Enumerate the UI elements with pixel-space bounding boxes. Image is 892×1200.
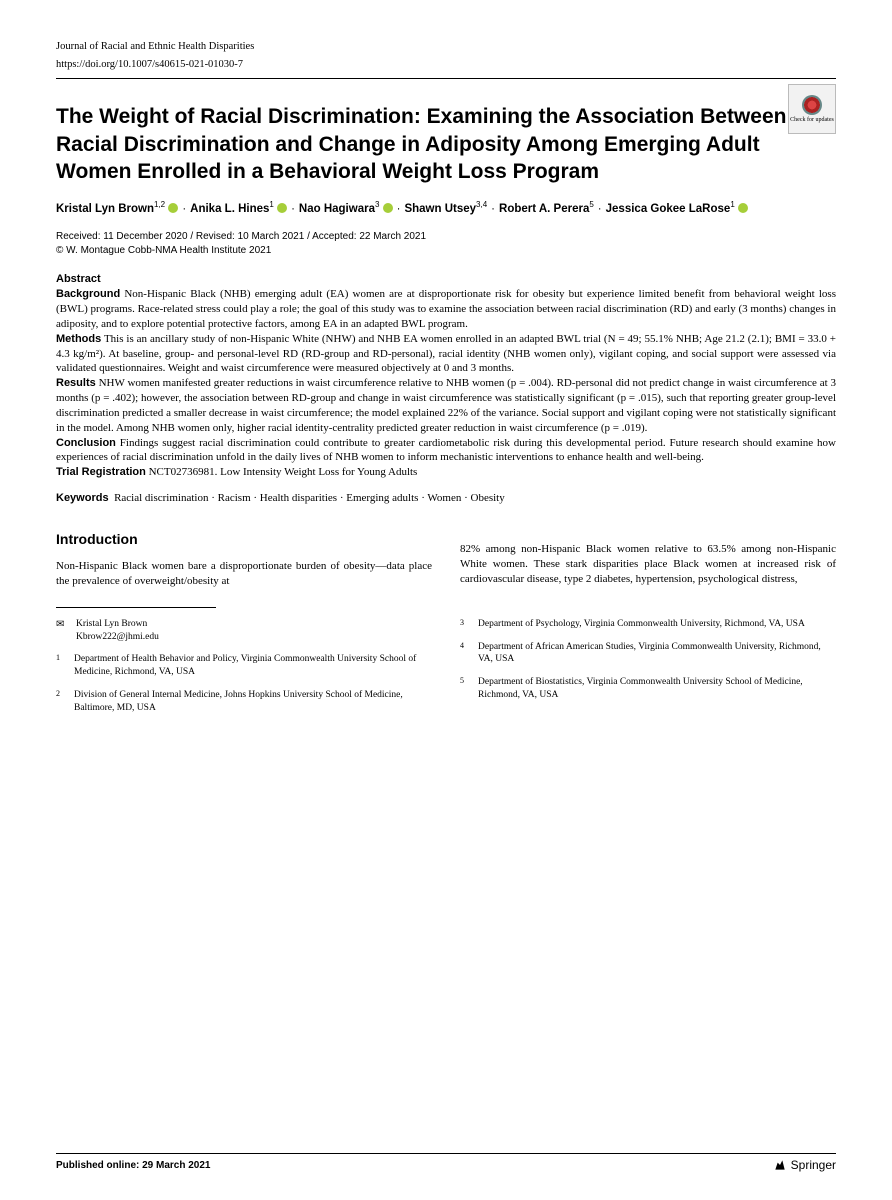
abstract-trial: Trial Registration NCT02736981. Low Inte… <box>56 465 836 480</box>
introduction-heading: Introduction <box>56 530 432 549</box>
author-separator: · <box>491 203 495 215</box>
affil-number: 3 <box>460 618 468 631</box>
author: Shawn Utsey3,4 <box>404 203 487 215</box>
author-separator: · <box>598 203 602 215</box>
abstract-background: Background Non-Hispanic Black (NHB) emer… <box>56 287 836 332</box>
affiliation-item: 3 Department of Psychology, Virginia Comm… <box>460 618 836 631</box>
intro-text-right: 82% among non-Hispanic Black women relat… <box>460 542 836 587</box>
article-dates: Received: 11 December 2020 / Revised: 10… <box>56 230 836 258</box>
author-list: Kristal Lyn Brown1,2 · Anika L. Hines1 · N… <box>56 199 836 218</box>
article-title: The Weight of Racial Discrimination: Exa… <box>56 103 836 185</box>
paper-page: Journal of Racial and Ethnic Health Disp… <box>0 0 892 1200</box>
affiliations: ✉ Kristal Lyn Brown Kbrow222@jhmi.edu 1D… <box>56 618 836 725</box>
corresp-name: Kristal Lyn Brown <box>76 618 159 631</box>
orcid-icon[interactable] <box>383 203 393 213</box>
affil-number: 4 <box>460 641 468 667</box>
orcid-icon[interactable] <box>277 203 287 213</box>
check-updates-badge[interactable]: Check for updates <box>788 84 836 134</box>
author-separator: · <box>291 203 295 215</box>
affil-text: Department of African American Studies, … <box>478 641 836 667</box>
affil-number: 1 <box>56 653 64 679</box>
copyright-line: © W. Montague Cobb-NMA Health Institute … <box>56 244 836 258</box>
footer: Published online: 29 March 2021 Springer <box>56 1153 836 1172</box>
affil-text: Department of Health Behavior and Policy… <box>74 653 432 679</box>
publisher-brand: Springer <box>773 1158 836 1172</box>
affiliation-item: 4 Department of African American Studies,… <box>460 641 836 667</box>
corresp-email[interactable]: Kbrow222@jhmi.edu <box>76 631 159 644</box>
author-separator: · <box>182 203 186 215</box>
orcid-icon[interactable] <box>738 203 748 213</box>
body-columns: Introduction Non-Hispanic Black women ba… <box>56 504 836 589</box>
author-separator: · <box>397 203 401 215</box>
affil-col-right: 3 Department of Psychology, Virginia Comm… <box>460 618 836 725</box>
author: Robert A. Perera5 <box>499 203 594 215</box>
author: Anika L. Hines1 <box>190 203 287 215</box>
abstract-conclusion: Conclusion Findings suggest racial discr… <box>56 436 836 466</box>
keywords-label: Keywords <box>56 492 109 504</box>
header-rule <box>56 78 836 79</box>
doi-link[interactable]: https://doi.org/10.1007/s40615-021-01030… <box>56 58 836 72</box>
author: Jessica Gokee LaRose1 <box>606 203 748 215</box>
corresponding-author: ✉ Kristal Lyn Brown Kbrow222@jhmi.edu <box>56 618 432 644</box>
affil-text: Department of Psychology, Virginia Commo… <box>478 618 805 631</box>
abstract: Abstract Background Non-Hispanic Black (… <box>56 272 836 480</box>
affiliation-item: 5 Department of Biostatistics, Virginia C… <box>460 676 836 702</box>
author: Nao Hagiwara3 <box>299 203 393 215</box>
crossmark-icon <box>802 95 822 115</box>
affil-number: 5 <box>460 676 468 702</box>
intro-text-left: Non-Hispanic Black women bare a dispropo… <box>56 559 432 589</box>
keywords-list: Racial discrimination · Racism · Health … <box>114 492 505 504</box>
affil-text: Department of Biostatistics, Virginia Co… <box>478 676 836 702</box>
envelope-icon: ✉ <box>56 618 66 644</box>
keywords-line: Keywords Racial discrimination · Racism … <box>56 492 836 504</box>
abstract-results: Results NHW women manifested greater red… <box>56 376 836 435</box>
journal-name: Journal of Racial and Ethnic Health Disp… <box>56 40 836 54</box>
affil-col-left: ✉ Kristal Lyn Brown Kbrow222@jhmi.edu 1D… <box>56 618 432 725</box>
affiliation-item: 2 Division of General Internal Medicine, … <box>56 689 432 715</box>
publisher-name: Springer <box>791 1158 836 1172</box>
check-updates-label: Check for updates <box>790 117 834 123</box>
affiliation-item: 1 Department of Health Behavior and Polic… <box>56 653 432 679</box>
column-left: Introduction Non-Hispanic Black women ba… <box>56 504 432 589</box>
springer-horse-icon <box>773 1158 787 1172</box>
published-date: Published online: 29 March 2021 <box>56 1160 211 1171</box>
dates-received: Received: 11 December 2020 / Revised: 10… <box>56 230 836 244</box>
abstract-heading: Abstract <box>56 272 836 287</box>
orcid-icon[interactable] <box>168 203 178 213</box>
abstract-methods: Methods This is an ancillary study of no… <box>56 332 836 377</box>
affil-number: 2 <box>56 689 64 715</box>
author: Kristal Lyn Brown1,2 <box>56 203 178 215</box>
column-right: 82% among non-Hispanic Black women relat… <box>460 504 836 589</box>
affil-text: Division of General Internal Medicine, J… <box>74 689 432 715</box>
footnote-rule <box>56 607 216 608</box>
